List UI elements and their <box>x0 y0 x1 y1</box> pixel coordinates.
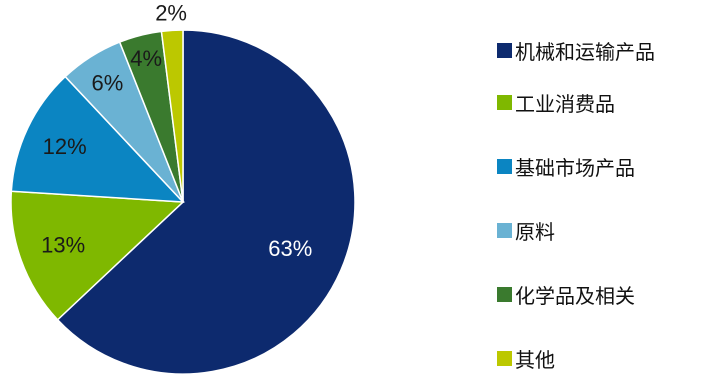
legend-swatch <box>497 42 512 58</box>
legend-label: 机械和运输产品 <box>515 39 655 64</box>
legend-item: 其他 <box>497 326 655 390</box>
legend-swatch <box>497 350 512 366</box>
slice-value-label: 2% <box>155 1 187 26</box>
legend-label: 工业消费品 <box>515 91 615 116</box>
legend-label: 其他 <box>515 347 555 372</box>
legend-item: 化学品及相关 <box>497 262 655 326</box>
legend-swatch <box>497 94 512 110</box>
slice-value-label: 63% <box>268 236 312 261</box>
slice-value-label: 12% <box>43 134 87 159</box>
legend-item: 工业消费品 <box>497 70 655 134</box>
legend-item: 机械和运输产品 <box>497 30 655 70</box>
pie-slice <box>160 29 184 203</box>
slice-value-label: 13% <box>41 233 85 258</box>
legend-item: 基础市场产品 <box>497 134 655 198</box>
legend-swatch <box>497 286 512 302</box>
legend-label: 原料 <box>515 219 555 244</box>
legend-item: 原料 <box>497 198 655 262</box>
slice-value-label: 4% <box>130 46 162 71</box>
slice-value-label: 6% <box>92 70 124 95</box>
pie-slice <box>56 29 356 375</box>
legend-swatch <box>497 222 512 238</box>
pie-chart: 63% 13% 12% 6%4% 2% <box>10 1 356 375</box>
pie-slice <box>10 190 185 321</box>
legend-swatch <box>497 158 512 174</box>
legend-label: 化学品及相关 <box>515 283 635 308</box>
pie-slice <box>10 75 185 203</box>
legend-label: 基础市场产品 <box>515 155 635 180</box>
chart-legend: 机械和运输产品 工业消费品基础市场产品 原料化学品及相关 其他 <box>497 30 655 390</box>
